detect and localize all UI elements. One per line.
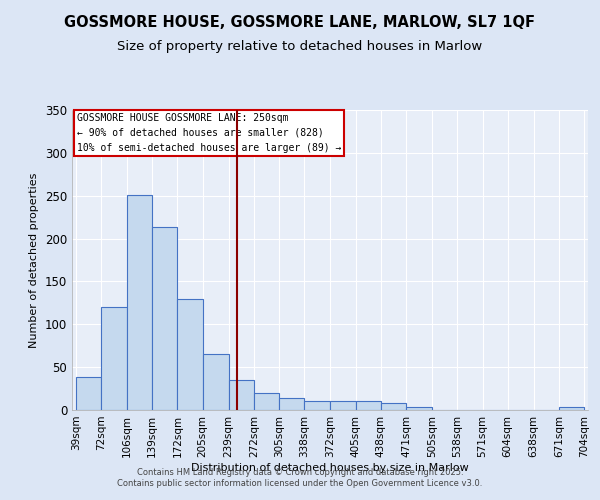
Bar bbox=[406, 408, 432, 410]
X-axis label: Distribution of detached houses by size in Marlow: Distribution of detached houses by size … bbox=[191, 462, 469, 472]
Bar bbox=[254, 393, 279, 410]
Bar bbox=[279, 398, 304, 410]
Bar bbox=[304, 402, 331, 410]
Y-axis label: Number of detached properties: Number of detached properties bbox=[29, 172, 40, 348]
Bar bbox=[152, 228, 178, 410]
Text: Size of property relative to detached houses in Marlow: Size of property relative to detached ho… bbox=[118, 40, 482, 53]
Bar bbox=[127, 195, 152, 410]
Text: GOSSMORE HOUSE, GOSSMORE LANE, MARLOW, SL7 1QF: GOSSMORE HOUSE, GOSSMORE LANE, MARLOW, S… bbox=[65, 15, 536, 30]
Bar bbox=[178, 300, 203, 410]
Bar bbox=[559, 408, 584, 410]
Text: GOSSMORE HOUSE GOSSMORE LANE: 250sqm
← 90% of detached houses are smaller (828)
: GOSSMORE HOUSE GOSSMORE LANE: 250sqm ← 9… bbox=[77, 113, 341, 152]
Bar bbox=[203, 354, 229, 410]
Bar bbox=[76, 378, 101, 410]
Bar bbox=[331, 402, 356, 410]
Bar bbox=[229, 380, 254, 410]
Bar bbox=[381, 403, 406, 410]
Bar bbox=[356, 402, 381, 410]
Text: Contains HM Land Registry data © Crown copyright and database right 2025.
Contai: Contains HM Land Registry data © Crown c… bbox=[118, 468, 482, 487]
Bar bbox=[101, 307, 127, 410]
